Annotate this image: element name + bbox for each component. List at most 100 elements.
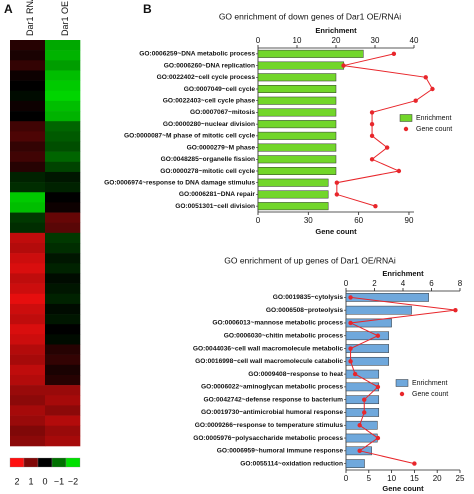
- heatmap-cell: [45, 344, 81, 355]
- heatmap-cell: [45, 70, 81, 81]
- marker: [423, 75, 428, 80]
- bar: [345, 305, 412, 315]
- category-label: GO:0019730~antimicrobial humoral respons…: [201, 409, 343, 416]
- bar: [345, 356, 389, 366]
- marker: [391, 51, 397, 57]
- marker: [453, 307, 458, 313]
- marker: [348, 320, 353, 326]
- heatmap-cell: [45, 212, 81, 223]
- top-tick-label: 4: [401, 279, 406, 288]
- heatmap-cell: [10, 243, 46, 254]
- column-label: Dar1 OE: [60, 1, 70, 36]
- category-label: GO:0006974~response to DNA damage stimul…: [104, 179, 255, 186]
- heatmap-cell: [10, 283, 46, 295]
- bottom-tick-label: 0: [344, 474, 349, 483]
- heatmap-cell: [45, 141, 81, 152]
- category-label: GO:0006959~humoral immune response: [217, 448, 344, 455]
- bar: [257, 143, 337, 152]
- heatmap-cell: [45, 232, 81, 244]
- heatmap-cell: [10, 141, 46, 152]
- category-label: GO:0044036~cell wall macromolecule metab…: [193, 345, 343, 352]
- bar: [345, 433, 378, 443]
- marker: [396, 168, 402, 174]
- heatmap-cell: [10, 273, 46, 284]
- heatmap-cell: [45, 374, 81, 386]
- heatmap-cell: [45, 354, 81, 366]
- panel-label: B: [143, 2, 152, 16]
- bottom-tick-label: 60: [354, 216, 363, 225]
- colorbar-cell: [65, 457, 81, 468]
- marker: [369, 157, 375, 162]
- heatmap-cell: [10, 111, 46, 122]
- heatmap-cell: [10, 263, 46, 274]
- top-tick-label: 6: [429, 279, 434, 288]
- bar: [257, 85, 337, 93]
- heatmap-cell: [10, 324, 46, 335]
- bar: [345, 344, 389, 353]
- category-label: GO:0007067~mitosis: [190, 109, 255, 116]
- category-label: GO:0000087~M phase of mitotic cell cycle: [124, 133, 255, 140]
- heatmap-cell: [45, 243, 81, 254]
- heatmap-cell: [45, 50, 81, 61]
- colorbar-label: −2: [68, 476, 78, 486]
- category-label: GO:0051301~cell division: [175, 203, 255, 210]
- marker: [348, 295, 353, 300]
- heatmap-cell: [45, 80, 81, 92]
- category-label: GO:0055114~oxidation reduction: [240, 460, 343, 467]
- heatmap-cell: [45, 40, 81, 51]
- category-label: GO:0006260~DNA replication: [164, 62, 255, 69]
- top-tick-label: 40: [410, 36, 419, 45]
- legend-label: Enrichment: [412, 380, 447, 387]
- heatmap-cell: [10, 374, 46, 386]
- line: [336, 53, 434, 207]
- category-label: GO:0009408~response to heat: [248, 371, 344, 378]
- line: [348, 296, 456, 465]
- heatmap-cell: [45, 364, 81, 376]
- heatmap-cell: [10, 202, 46, 213]
- heatmap-cell: [10, 435, 46, 447]
- legend-swatch: [399, 114, 413, 122]
- bar: [257, 202, 329, 211]
- heatmap-cell: [10, 303, 46, 315]
- heatmap-cell: [45, 415, 81, 426]
- panel-label: A: [4, 2, 13, 16]
- category-label: GO:0022402~cell cycle process: [157, 74, 256, 81]
- heatmap-cell: [10, 314, 46, 325]
- heatmap-cell: [10, 80, 46, 92]
- bar: [257, 73, 337, 82]
- marker: [413, 98, 418, 103]
- heatmap-cell: [45, 283, 81, 295]
- heatmap-cell: [10, 192, 46, 203]
- bar: [257, 131, 337, 140]
- bar: [257, 49, 364, 58]
- heatmap-cell: [45, 303, 81, 315]
- bottom-tick-label: 90: [405, 216, 414, 225]
- heatmap-cell: [10, 70, 46, 81]
- top-tick-label: 2: [372, 279, 377, 288]
- marker: [384, 145, 390, 150]
- bar: [257, 178, 329, 187]
- heatmap-cell: [10, 161, 46, 173]
- heatmap-cell: [45, 405, 81, 416]
- marker: [369, 121, 375, 127]
- heatmap-cell: [10, 100, 46, 112]
- category-label: GO:0007049~cell cycle: [184, 86, 256, 93]
- marker: [341, 63, 346, 68]
- bar: [257, 96, 337, 105]
- heatmap-cell: [10, 121, 46, 132]
- category-label: GO:0006508~proteolysis: [266, 307, 343, 314]
- heatmap-cell: [10, 60, 46, 71]
- top-tick-label: 0: [256, 36, 261, 45]
- legend-swatch: [403, 126, 409, 132]
- x2-axis-label: Gene count: [382, 484, 424, 493]
- bar: [345, 293, 429, 302]
- heatmap-cell: [45, 334, 81, 345]
- heatmap-cell: [45, 385, 81, 396]
- colorbar-label: −1: [54, 476, 64, 486]
- bottom-tick-label: 15: [410, 474, 419, 483]
- bar: [257, 155, 337, 164]
- heatmap-cell: [45, 161, 81, 173]
- marker: [348, 359, 353, 364]
- heatmap-cell: [10, 344, 46, 355]
- category-label: GO:0005976~polysaccharide metabolic proc…: [193, 435, 343, 442]
